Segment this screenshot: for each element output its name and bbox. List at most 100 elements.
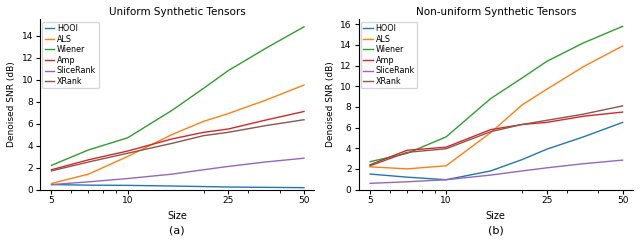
SliceRank xyxy=(580,162,588,165)
Amp xyxy=(47,168,55,171)
Amp xyxy=(168,138,176,140)
Wiener xyxy=(200,87,207,90)
HOOI xyxy=(543,148,550,151)
HOOI xyxy=(442,178,450,181)
ALS xyxy=(200,120,207,123)
XRank xyxy=(619,104,627,107)
Amp xyxy=(403,149,411,152)
Wiener xyxy=(261,47,269,50)
X-axis label: Size: Size xyxy=(167,211,187,221)
HOOI xyxy=(47,183,55,186)
Wiener xyxy=(224,69,232,72)
Wiener xyxy=(518,77,526,79)
Line: HOOI: HOOI xyxy=(370,122,623,180)
SliceRank xyxy=(47,183,55,186)
Line: ALS: ALS xyxy=(370,46,623,169)
HOOI xyxy=(84,184,92,187)
SliceRank xyxy=(403,180,411,183)
XRank xyxy=(224,131,232,134)
HOOI xyxy=(224,186,232,189)
Amp xyxy=(580,115,588,118)
HOOI xyxy=(366,173,374,175)
Wiener xyxy=(580,41,588,44)
ALS xyxy=(168,133,176,136)
ALS xyxy=(580,65,588,68)
Wiener xyxy=(84,148,92,151)
SliceRank xyxy=(224,165,232,168)
Line: ALS: ALS xyxy=(51,85,304,183)
Amp xyxy=(124,150,131,153)
Amp xyxy=(224,128,232,130)
X-axis label: Size: Size xyxy=(486,211,506,221)
SliceRank xyxy=(366,182,374,185)
Line: SliceRank: SliceRank xyxy=(51,158,304,185)
SliceRank xyxy=(619,159,627,162)
Wiener xyxy=(543,60,550,63)
ALS xyxy=(124,155,131,158)
SliceRank xyxy=(487,174,495,176)
ALS xyxy=(47,182,55,185)
Amp xyxy=(261,119,269,122)
HOOI xyxy=(261,186,269,189)
SliceRank xyxy=(261,161,269,164)
XRank xyxy=(84,161,92,164)
ALS xyxy=(366,165,374,168)
XRank xyxy=(124,152,131,155)
Wiener xyxy=(403,152,411,155)
XRank xyxy=(200,134,207,137)
HOOI xyxy=(300,186,308,189)
ALS xyxy=(619,44,627,47)
XRank xyxy=(442,147,450,150)
XRank xyxy=(47,169,55,172)
Line: Amp: Amp xyxy=(370,112,623,165)
Amp xyxy=(543,121,550,124)
ALS xyxy=(224,112,232,115)
ALS xyxy=(403,167,411,170)
Text: (b): (b) xyxy=(488,225,504,235)
Amp xyxy=(442,146,450,149)
Wiener xyxy=(300,25,308,28)
Legend: HOOI, ALS, Wiener, Amp, SliceRank, XRank: HOOI, ALS, Wiener, Amp, SliceRank, XRank xyxy=(42,22,99,88)
Line: Amp: Amp xyxy=(51,112,304,170)
Line: Wiener: Wiener xyxy=(370,26,623,162)
Wiener xyxy=(47,164,55,167)
Amp xyxy=(619,111,627,113)
SliceRank xyxy=(84,180,92,183)
Line: XRank: XRank xyxy=(51,120,304,171)
XRank xyxy=(580,113,588,116)
XRank xyxy=(168,142,176,145)
Amp xyxy=(200,131,207,134)
Line: XRank: XRank xyxy=(370,106,623,166)
ALS xyxy=(487,131,495,134)
XRank xyxy=(543,119,550,122)
SliceRank xyxy=(518,169,526,172)
ALS xyxy=(84,173,92,176)
Amp xyxy=(366,163,374,166)
HOOI xyxy=(518,158,526,161)
Wiener xyxy=(487,97,495,100)
Wiener xyxy=(366,160,374,163)
Title: Uniform Synthetic Tensors: Uniform Synthetic Tensors xyxy=(109,7,246,17)
SliceRank xyxy=(168,173,176,176)
XRank xyxy=(300,118,308,121)
SliceRank xyxy=(300,157,308,160)
Line: HOOI: HOOI xyxy=(51,185,304,188)
ALS xyxy=(518,103,526,106)
Y-axis label: Denoised SNR (dB): Denoised SNR (dB) xyxy=(326,61,335,147)
XRank xyxy=(366,164,374,167)
Wiener xyxy=(442,135,450,138)
Text: (a): (a) xyxy=(170,225,185,235)
XRank xyxy=(487,130,495,133)
XRank xyxy=(403,151,411,154)
Amp xyxy=(487,128,495,131)
Amp xyxy=(84,158,92,161)
HOOI xyxy=(619,121,627,124)
Legend: HOOI, ALS, Wiener, Amp, SliceRank, XRank: HOOI, ALS, Wiener, Amp, SliceRank, XRank xyxy=(361,22,417,88)
SliceRank xyxy=(442,178,450,181)
SliceRank xyxy=(124,177,131,180)
Line: SliceRank: SliceRank xyxy=(370,160,623,183)
SliceRank xyxy=(200,168,207,171)
HOOI xyxy=(200,185,207,188)
HOOI xyxy=(124,184,131,187)
ALS xyxy=(543,88,550,91)
